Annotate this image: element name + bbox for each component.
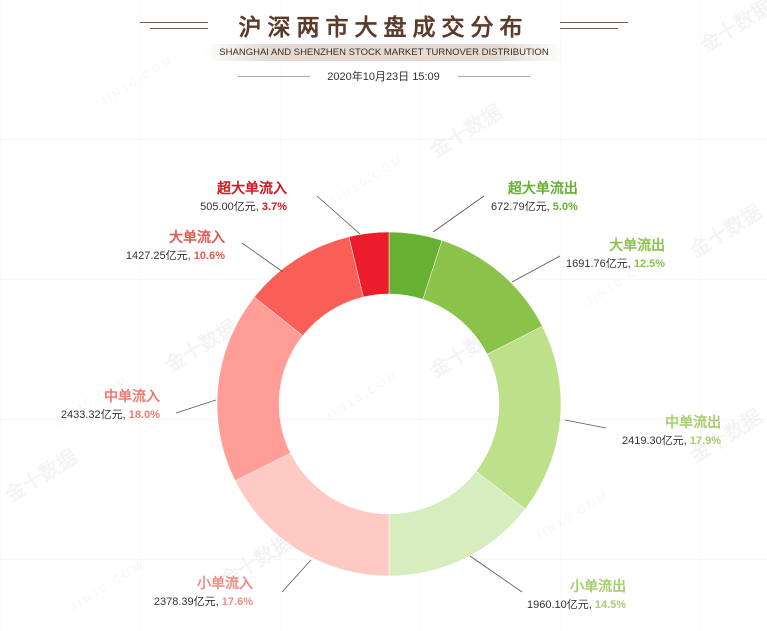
label-large-outflow: 大单流出 1691.76亿元, 12.5% [566,237,666,270]
slice-value: 672.79亿元 [491,201,547,213]
slice-label: 大单流出 [609,237,666,253]
leader-line [432,195,485,233]
slice-value: 2378.39亿元 [153,596,216,608]
label-super-large-outflow: 超大单流出 672.79亿元, 5.0% [491,180,578,213]
leader-line [511,255,561,283]
slice-value: 2433.32亿元 [60,409,123,421]
slice-label: 小单流入 [197,575,253,591]
leader-line [175,399,217,414]
label-small-inflow: 小单流入 2378.39亿元, 17.6% [153,575,253,608]
slice-percent: 3.7% [261,201,287,213]
leader-line [469,555,523,593]
leader-line [564,419,607,429]
slice-percent: 18.0% [128,409,160,421]
slice-label: 大单流入 [169,229,225,245]
leader-line [316,195,361,235]
slice-label: 中单流入 [104,388,160,404]
slice-percent: 5.0% [552,201,578,213]
label-super-large-inflow: 超大单流入 505.00亿元, 3.7% [200,180,287,213]
slice-small-inflow [234,452,390,577]
slice-super-large-inflow [348,231,390,298]
title-deco-line [560,22,628,23]
slice-label: 超大单流入 [217,180,287,196]
slice-percent: 17.9% [689,435,722,447]
title-deco-line [150,28,208,29]
slice-percent: 12.5% [633,258,666,270]
slice-percent: 17.6% [221,596,253,608]
page-title: 沪深两市大盘成交分布 [238,15,529,41]
label-large-inflow: 大单流入 1427.25亿元, 10.6% [125,229,225,262]
date-deco-line [458,76,530,77]
title-deco-line [140,22,208,23]
slice-label: 小单流出 [570,578,627,594]
date-deco-line [238,76,310,77]
slice-value: 1691.76亿元 [566,258,628,270]
label-small-outflow: 小单流出 1960.10亿元, 14.5% [527,578,627,611]
slice-value: 505.00亿元 [200,201,256,213]
slice-value: 1427.25亿元 [125,250,188,262]
leader-line [281,559,312,593]
slice-label: 中单流出 [665,414,722,430]
label-medium-inflow: 中单流入 2433.32亿元, 18.0% [60,388,160,421]
slice-percent: 10.6% [193,250,225,262]
label-medium-outflow: 中单流出 2419.30亿元, 17.9% [622,414,722,447]
leader-line [241,242,284,273]
slice-value: 2419.30亿元 [622,435,684,447]
timestamp: 2020年10月23日 15:09 [327,71,440,83]
slice-label: 超大单流出 [507,180,578,196]
slice-value: 1960.10亿元 [527,599,589,611]
title-deco-line [560,28,618,29]
page-subtitle: SHANGHAI AND SHENZHEN STOCK MARKET TURNO… [204,44,564,61]
slice-percent: 14.5% [594,599,627,611]
